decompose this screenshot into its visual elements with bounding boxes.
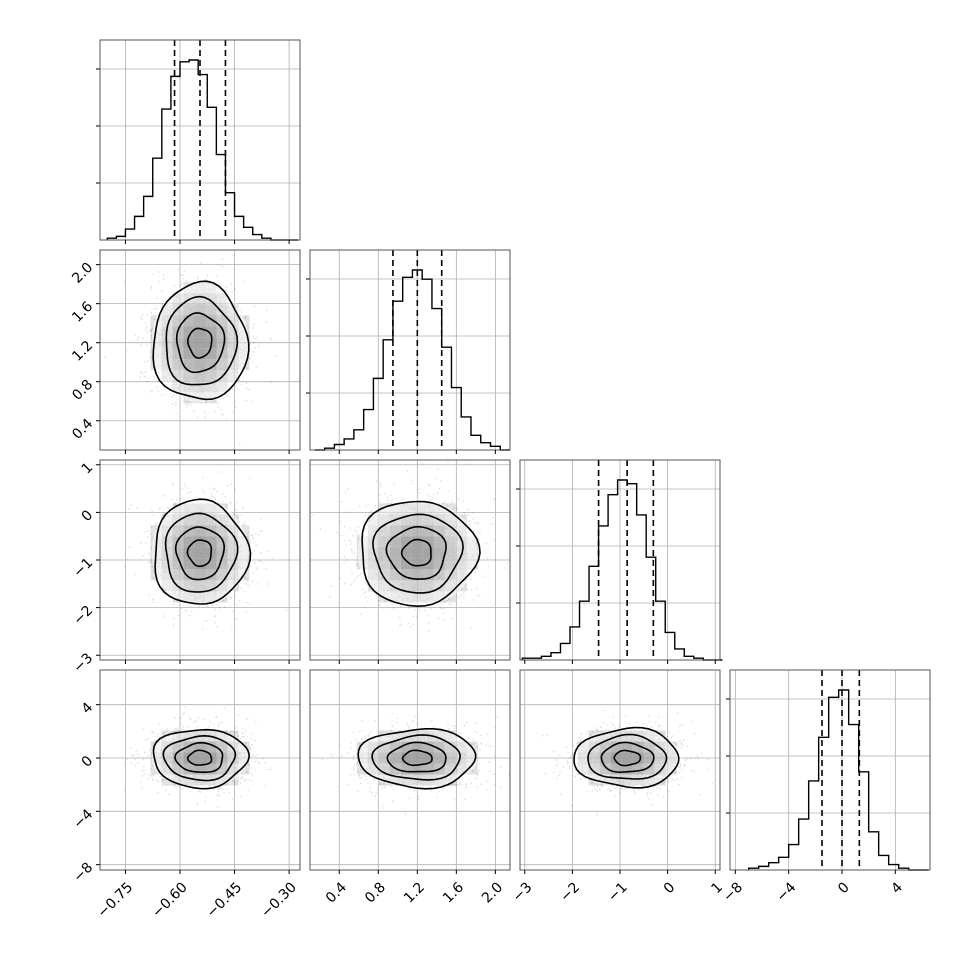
y-tick-label: −8	[70, 860, 96, 886]
contour-line	[152, 280, 250, 401]
y-tick-label: −3	[70, 650, 96, 676]
x-tick-label: −0.45	[204, 879, 246, 921]
contour-line	[587, 733, 668, 780]
contour-line	[386, 741, 447, 773]
histogram-step	[521, 479, 723, 661]
contour-line	[186, 327, 213, 359]
contour-line	[573, 726, 680, 789]
histogram-step	[314, 269, 510, 451]
contour-line	[400, 538, 432, 567]
x-tick-label: −8	[720, 879, 746, 905]
contour-line	[154, 498, 252, 605]
density-content	[310, 460, 510, 660]
y-tick-label: 1.6	[69, 299, 96, 326]
contour-line	[174, 741, 224, 773]
panel-frame	[729, 669, 931, 871]
panel-frame	[99, 669, 301, 871]
x-tick-label: 1.6	[440, 879, 467, 906]
x-tick-label: 2.0	[479, 879, 506, 906]
contour-line	[385, 525, 447, 580]
contour-line	[600, 741, 655, 774]
y-tick-label: 0.4	[69, 416, 96, 443]
contour-line	[186, 539, 213, 568]
x-tick-label: −2	[557, 879, 583, 905]
x-tick-label: −0.60	[149, 879, 191, 921]
density-panel	[309, 669, 511, 874]
scatter-points	[124, 471, 287, 631]
x-tick-label: 0	[661, 879, 679, 897]
density-panel	[96, 669, 301, 874]
x-tick-label: 4	[888, 879, 906, 897]
x-tick-label: −0.30	[258, 879, 300, 921]
contour-line	[152, 728, 250, 790]
y-tick-label: 0.8	[69, 377, 96, 404]
y-tick-label: 1	[79, 460, 97, 478]
contour-line	[165, 295, 239, 386]
density-panel	[96, 459, 301, 664]
y-tick-label: 1.2	[69, 338, 96, 365]
contour-line	[372, 513, 464, 594]
contour-line	[164, 512, 239, 593]
density-panel	[519, 669, 721, 874]
contour-line	[175, 312, 226, 374]
x-tick-label: −3	[510, 879, 536, 905]
contour-line	[361, 500, 481, 608]
x-tick-label: 0	[835, 879, 853, 897]
histogram-panel	[306, 249, 511, 454]
contour-line	[174, 526, 226, 581]
y-tick-label: −4	[70, 806, 96, 832]
density-panel	[96, 249, 301, 454]
y-tick-label: −2	[70, 603, 96, 629]
density-content	[520, 670, 720, 870]
density-content	[310, 670, 510, 870]
x-tick-label: 1.2	[401, 879, 428, 906]
panel-frame	[99, 39, 301, 241]
x-tick-label: 0.8	[362, 879, 389, 906]
y-tick-label: 0	[79, 507, 97, 525]
histogram-panel	[96, 39, 301, 244]
panel-frame	[309, 459, 511, 661]
contour-line	[613, 749, 642, 767]
y-tick-label: 0	[79, 753, 97, 771]
panel-frame	[309, 669, 511, 871]
y-tick-label: −1	[70, 555, 96, 581]
y-tick-label: 2.0	[69, 260, 96, 287]
x-tick-label: 0.4	[323, 879, 350, 906]
histogram-step	[106, 59, 299, 241]
scatter-points	[123, 706, 272, 808]
histogram-step	[747, 689, 929, 871]
x-tick-label: −4	[774, 879, 800, 905]
contour-line	[186, 749, 213, 766]
x-tick-label: −0.75	[95, 879, 137, 921]
contour-fill	[357, 499, 478, 607]
contour-line	[401, 749, 433, 767]
contour-line	[162, 734, 237, 782]
contour-line	[371, 734, 461, 781]
panel-frame	[99, 249, 301, 451]
panel-frame	[309, 249, 511, 451]
y-tick-label: 4	[79, 700, 97, 718]
x-tick-label: −1	[605, 879, 631, 905]
histogram-panel	[726, 669, 931, 874]
density-panel	[309, 459, 511, 664]
contour-fill	[151, 282, 249, 403]
density-content	[100, 670, 300, 870]
contour-line	[357, 728, 477, 790]
density-content	[100, 250, 300, 450]
density-content	[100, 460, 300, 660]
histogram-panel	[516, 459, 723, 664]
